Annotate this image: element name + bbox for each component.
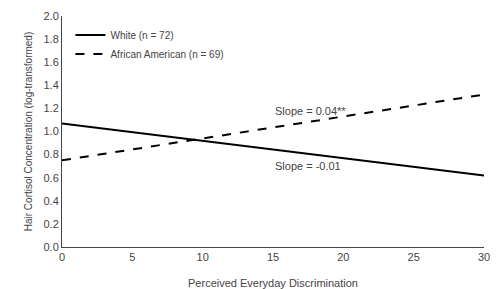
svg-text:25: 25 [408, 251, 420, 263]
svg-text:30: 30 [478, 251, 490, 263]
svg-text:0: 0 [59, 251, 65, 263]
svg-text:1.2: 1.2 [44, 102, 59, 114]
svg-text:0.4: 0.4 [44, 195, 59, 207]
svg-text:0.8: 0.8 [44, 148, 59, 160]
svg-text:Perceived Everyday Discriminat: Perceived Everyday Discrimination [188, 277, 358, 289]
svg-text:1.8: 1.8 [44, 33, 59, 45]
svg-text:0.0: 0.0 [44, 241, 59, 253]
svg-text:African American (n = 69): African American (n = 69) [110, 49, 223, 60]
svg-text:0.2: 0.2 [44, 218, 59, 230]
svg-text:1.4: 1.4 [44, 79, 59, 91]
svg-text:White (n = 72): White (n = 72) [110, 30, 173, 41]
svg-text:10: 10 [197, 251, 209, 263]
svg-text:Slope = -0.01: Slope = -0.01 [275, 160, 341, 172]
svg-text:15: 15 [267, 251, 279, 263]
svg-text:20: 20 [337, 251, 349, 263]
svg-text:1.0: 1.0 [44, 125, 59, 137]
svg-text:Hair Cortisol Concentration (l: Hair Cortisol Concentration (log-transfo… [23, 32, 34, 232]
svg-text:0.6: 0.6 [44, 172, 59, 184]
svg-text:Slope = 0.04**: Slope = 0.04** [275, 105, 346, 117]
svg-text:5: 5 [129, 251, 135, 263]
svg-text:1.6: 1.6 [44, 56, 59, 68]
svg-text:2.0: 2.0 [44, 10, 59, 22]
